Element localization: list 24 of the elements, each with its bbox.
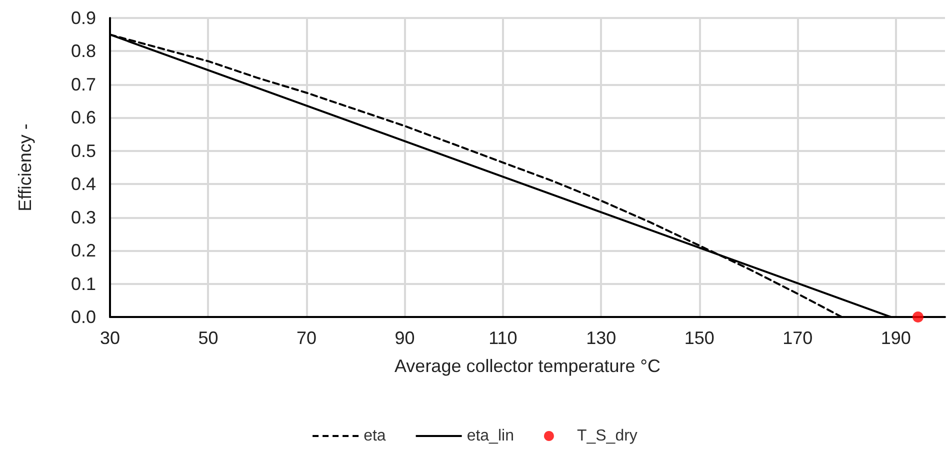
y-tick-label: 0.2 xyxy=(70,240,96,261)
x-tick-label: 170 xyxy=(782,328,813,348)
x-tick-label: 30 xyxy=(100,328,120,348)
x-tick-label: 90 xyxy=(394,328,415,348)
x-tick-label: 70 xyxy=(296,328,316,348)
y-tick-label: 0.0 xyxy=(70,307,96,327)
x-tick-label: 50 xyxy=(198,328,218,348)
x-tick-label: 130 xyxy=(586,328,616,348)
y-tick-label: 0.7 xyxy=(70,74,96,94)
y-tick-label: 0.8 xyxy=(70,41,96,62)
y-tick-label: 0.9 xyxy=(70,8,96,28)
y-tick-label: 0.6 xyxy=(70,108,96,128)
y-axis-title: Efficiency - xyxy=(15,124,35,212)
y-tick-label: 0.5 xyxy=(70,140,96,161)
x-tick-label: 110 xyxy=(488,328,518,348)
legend-label: eta_lin xyxy=(466,428,514,444)
y-tick-label: 0.4 xyxy=(70,174,96,194)
x-tick-label: 190 xyxy=(880,328,911,348)
x-axis-title: Average collector temperature °C xyxy=(394,356,660,376)
legend-label: eta xyxy=(364,428,386,444)
y-tick-label: 0.3 xyxy=(70,207,96,228)
legend-label: T_S_dry xyxy=(576,428,638,444)
y-tick-label: 0.1 xyxy=(70,274,96,294)
x-tick-label: 150 xyxy=(684,328,714,348)
